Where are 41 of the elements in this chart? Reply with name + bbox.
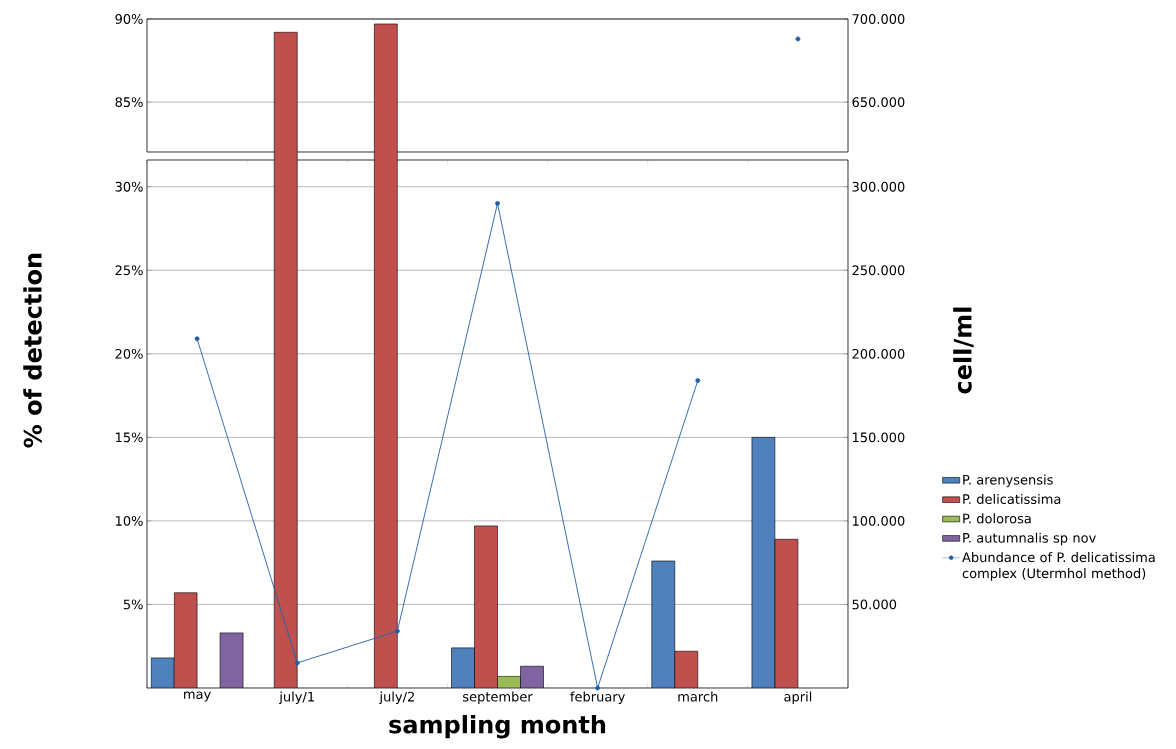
legend-label: P. dolorosa (963, 513, 1031, 524)
y2-axis-title: cell/ml (953, 307, 974, 394)
point (194, 336, 200, 342)
y-tick-label: 30% (115, 181, 143, 192)
bar (774, 538, 799, 688)
bar (674, 650, 699, 688)
point (495, 200, 500, 206)
x-tick-label: april (784, 691, 812, 705)
y-tick-label: 90% (115, 14, 143, 24)
y-axis-title: % of detection (23, 253, 42, 448)
y-tick-label: 85% (115, 97, 143, 108)
bar (474, 525, 498, 688)
legend-label: P. delicatissima (963, 493, 1061, 505)
x-tick-label: september (463, 691, 533, 705)
y-tick-label: 20% (115, 348, 143, 359)
point (394, 628, 400, 634)
x-tick-label: march (678, 691, 718, 702)
y-tick-label: 10% (116, 515, 143, 526)
point (294, 660, 300, 666)
x-axis-title: sampling month (389, 714, 606, 739)
legend-label: P. autumnalis sp nov (963, 532, 1096, 546)
x-tick-label: july/2 (379, 691, 414, 705)
x-tick-label: may (184, 691, 211, 702)
bar (173, 592, 198, 688)
y2-tick-label: 150.000 (852, 432, 905, 443)
y2-tick-label: 650.000 (852, 97, 905, 108)
point (595, 685, 601, 691)
y2-tick-label: 250.000 (852, 265, 905, 276)
y2-tick-label: 300.000 (852, 181, 905, 192)
y-tick-label: 25% (115, 265, 143, 276)
y2-tick-label: 700.000 (852, 14, 905, 24)
legend-label: Abundance of P. delicatissima complex (Utermhol method) (962, 552, 1155, 581)
y2-tick-label: 200.000 (852, 348, 905, 359)
y2-tick-label: 100.000 (852, 515, 905, 526)
x-tick-label: july/1 (279, 691, 314, 705)
y-tick-label: 5% (123, 599, 143, 610)
y-tick-label: 15% (116, 432, 143, 443)
y2-tick-label: 50.000 (852, 599, 897, 610)
legend-label: P. arenysensis (963, 474, 1053, 488)
x-tick-label: february (570, 691, 625, 705)
point (695, 378, 701, 383)
